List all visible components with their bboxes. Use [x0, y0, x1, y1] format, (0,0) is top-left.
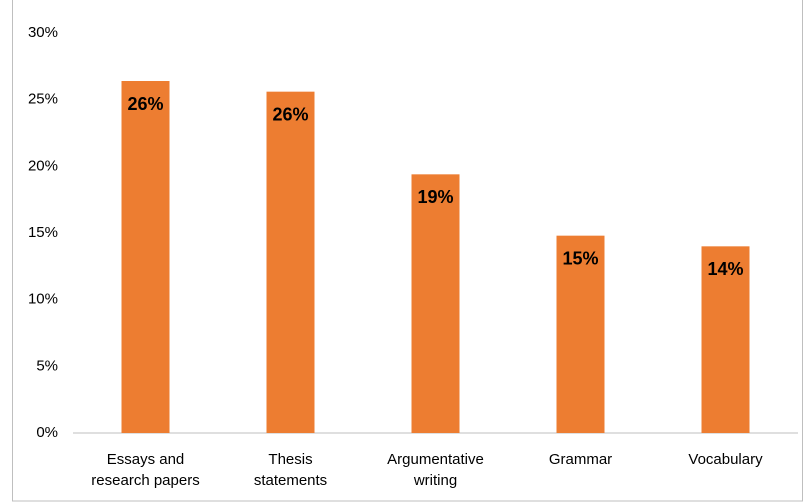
data-label: 14%: [707, 259, 743, 279]
bar: [701, 246, 750, 433]
x-tick-label: Vocabulary: [688, 451, 763, 468]
x-tick-label: Argumentative writing: [387, 451, 484, 489]
y-tick-label: 15%: [28, 224, 58, 241]
chart-border: [12, 0, 803, 502]
data-label: 19%: [417, 187, 453, 207]
y-tick-label: 5%: [36, 357, 58, 374]
data-label: 26%: [127, 94, 163, 114]
x-tick-label: Essays and research papers: [91, 451, 200, 489]
data-label: 15%: [562, 248, 598, 268]
x-tick-label: Thesis statements: [253, 451, 328, 489]
data-label: 26%: [272, 104, 308, 124]
bar: [121, 81, 170, 433]
x-tick-label: Grammar: [548, 451, 613, 468]
bar: [411, 174, 460, 434]
bar: [266, 91, 315, 434]
y-tick-label: 20%: [28, 157, 58, 174]
y-tick-label: 0%: [36, 424, 58, 441]
y-tick-label: 25%: [28, 91, 58, 108]
y-tick-label: 10%: [28, 291, 58, 308]
y-tick-label: 30%: [28, 24, 58, 41]
bar: [556, 235, 605, 433]
